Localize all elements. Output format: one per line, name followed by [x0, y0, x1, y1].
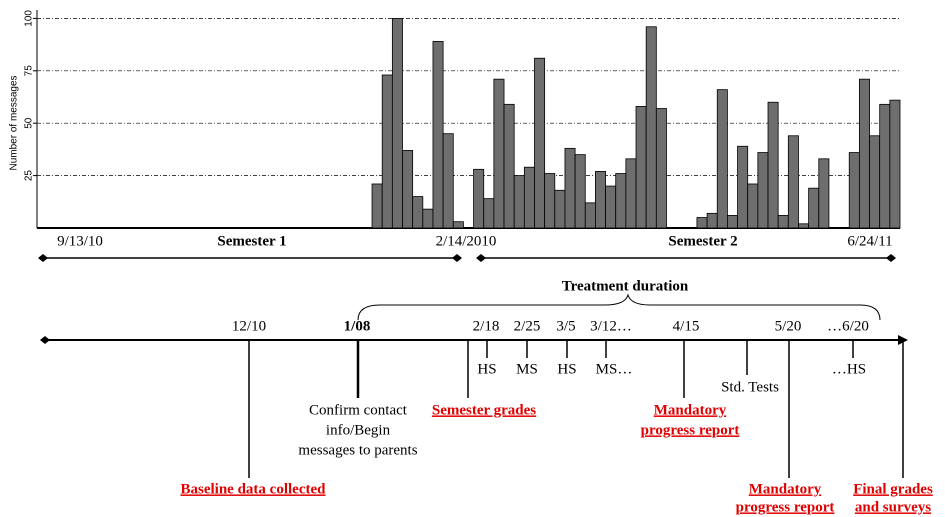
bar: [503, 103, 515, 229]
bar: [544, 173, 556, 229]
event-label: and surveys: [855, 499, 931, 515]
timeline-title: Treatment duration: [562, 278, 689, 294]
bar: [381, 74, 393, 229]
date: 12/10: [232, 318, 266, 334]
date-label: 2/14/2010: [436, 233, 497, 249]
bar: [625, 158, 637, 229]
date: 2/25: [514, 318, 541, 334]
bar: [635, 106, 647, 229]
bar: [473, 168, 485, 229]
bar: [889, 99, 901, 229]
tick-label: HS: [477, 361, 496, 377]
y-axis-label: Number of messages: [9, 75, 20, 170]
tick-label: MS: [516, 361, 538, 377]
bar: [442, 133, 454, 229]
date: 3/5: [556, 318, 575, 334]
date: 1/08: [344, 318, 371, 334]
bar: [564, 147, 576, 229]
arrow-ends: [38, 254, 896, 262]
y-tick-label: 25: [24, 170, 35, 182]
bar: [716, 89, 728, 229]
bar: [747, 183, 759, 229]
bar: [422, 208, 434, 229]
y-tick-label: 50: [24, 117, 35, 129]
event-label: Baseline data collected: [181, 481, 327, 497]
bar: [869, 135, 881, 229]
event-label: progress report: [641, 422, 740, 438]
bar: [858, 78, 870, 229]
bar: [493, 78, 505, 229]
event-label: info/Begin: [326, 422, 391, 438]
bar: [554, 189, 566, 229]
bar: [655, 108, 667, 229]
y-tick-label: 100: [24, 10, 35, 27]
bar: [595, 171, 606, 229]
bar: [534, 57, 546, 229]
bar: [767, 101, 779, 229]
bar: [879, 103, 891, 229]
bar: [777, 215, 789, 229]
bar: [727, 215, 738, 229]
bar: [706, 212, 718, 229]
date: 4/15: [673, 318, 700, 334]
bar: [574, 154, 586, 229]
bar: [432, 41, 444, 229]
bar: [391, 17, 403, 229]
date-label: 9/13/10: [57, 233, 103, 249]
tick-label: …HS: [832, 361, 866, 377]
bar: [371, 183, 383, 229]
date: 5/20: [775, 318, 802, 334]
event-label: Final grades: [853, 481, 933, 497]
bar: [412, 196, 424, 229]
bar: [584, 202, 596, 229]
bar: [513, 175, 525, 229]
event-label: Mandatory: [654, 402, 727, 418]
bar: [523, 166, 535, 229]
tick-label: Std. Tests: [721, 379, 779, 395]
event-label: Semester grades: [432, 402, 536, 418]
semester-label: Semester 2: [668, 233, 737, 249]
bar: [605, 185, 617, 229]
bar: [615, 173, 627, 229]
event-label: progress report: [736, 499, 835, 515]
bar: [818, 158, 830, 229]
date-label: 6/24/11: [847, 233, 892, 249]
bar: [696, 217, 708, 229]
date: 3/12…: [590, 318, 632, 334]
date: …6/20: [827, 318, 869, 334]
bar: [757, 152, 769, 229]
tick-label: HS: [557, 361, 576, 377]
bar: [483, 198, 495, 229]
semester-label: Semester 1: [217, 233, 286, 249]
bar: [645, 26, 657, 229]
y-tick-label: 75: [24, 65, 35, 77]
bar: [808, 187, 820, 229]
tick-label: MS…: [596, 361, 633, 377]
timeline-ticks: [248, 340, 904, 478]
event-label: Mandatory: [749, 481, 822, 497]
event-label: Confirm contact: [309, 402, 408, 418]
bar: [737, 145, 749, 229]
bar: [848, 152, 860, 229]
bar: [787, 135, 799, 229]
event-label: messages to parents: [298, 442, 417, 458]
bar: [402, 150, 414, 229]
bar: [452, 221, 464, 229]
date: 2/18: [473, 318, 500, 334]
bar: [798, 223, 810, 229]
brace: [357, 293, 881, 321]
